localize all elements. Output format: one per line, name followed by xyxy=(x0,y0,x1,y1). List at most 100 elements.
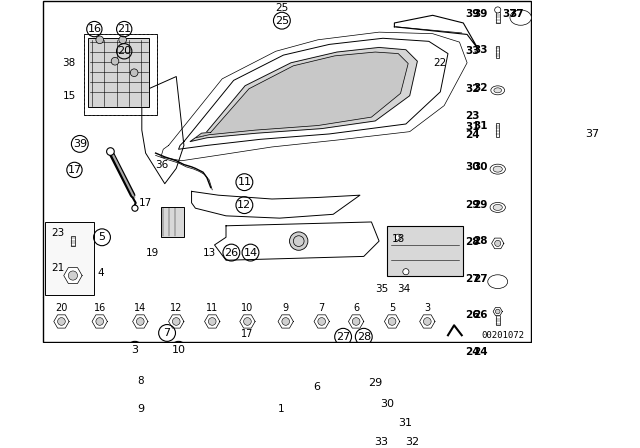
Text: 13: 13 xyxy=(202,248,216,258)
Text: 00201072: 00201072 xyxy=(481,331,525,340)
Bar xyxy=(71,236,75,246)
Text: 14: 14 xyxy=(243,248,257,258)
Polygon shape xyxy=(278,315,293,328)
Polygon shape xyxy=(348,315,364,328)
Text: 7: 7 xyxy=(319,303,325,314)
Ellipse shape xyxy=(488,348,507,361)
Ellipse shape xyxy=(493,204,502,211)
Circle shape xyxy=(388,318,396,325)
Text: 29: 29 xyxy=(473,200,487,210)
Circle shape xyxy=(495,309,500,314)
Bar xyxy=(161,207,184,237)
Text: 37: 37 xyxy=(509,9,524,19)
Text: 17: 17 xyxy=(139,198,152,208)
Text: 12: 12 xyxy=(170,303,182,314)
Text: 22: 22 xyxy=(434,58,447,68)
Circle shape xyxy=(96,318,104,325)
Polygon shape xyxy=(493,307,502,315)
Text: 37: 37 xyxy=(502,9,516,19)
Text: 33: 33 xyxy=(465,46,480,56)
Text: 16: 16 xyxy=(87,24,101,34)
Circle shape xyxy=(107,148,115,155)
Polygon shape xyxy=(142,77,184,184)
Bar xyxy=(84,34,157,115)
Ellipse shape xyxy=(488,275,508,289)
Polygon shape xyxy=(191,191,360,218)
Bar xyxy=(496,123,499,137)
Polygon shape xyxy=(420,315,435,328)
Circle shape xyxy=(136,318,144,325)
Text: 29: 29 xyxy=(465,200,479,210)
Bar xyxy=(496,314,500,324)
Text: 18: 18 xyxy=(392,234,405,244)
Text: 9: 9 xyxy=(138,405,145,414)
Text: 32: 32 xyxy=(473,83,488,93)
Ellipse shape xyxy=(490,202,506,212)
Circle shape xyxy=(395,234,401,240)
Text: 39: 39 xyxy=(465,9,479,19)
Bar xyxy=(45,222,94,295)
Text: 27: 27 xyxy=(336,332,350,342)
Circle shape xyxy=(282,318,289,325)
Text: 38: 38 xyxy=(63,58,76,68)
Text: 21: 21 xyxy=(51,263,64,273)
Polygon shape xyxy=(154,27,479,164)
Text: 27: 27 xyxy=(473,274,488,284)
Text: 14: 14 xyxy=(134,303,147,314)
Circle shape xyxy=(111,57,119,65)
Circle shape xyxy=(96,36,104,43)
Polygon shape xyxy=(168,315,184,328)
Circle shape xyxy=(58,318,65,325)
Text: 24: 24 xyxy=(465,347,480,357)
Text: 3: 3 xyxy=(424,303,430,314)
Text: 30: 30 xyxy=(380,399,394,409)
Text: 26: 26 xyxy=(465,310,480,320)
Text: 21: 21 xyxy=(117,24,131,34)
Bar xyxy=(88,38,150,107)
Text: 6: 6 xyxy=(353,303,359,314)
Text: 39: 39 xyxy=(473,9,487,19)
Polygon shape xyxy=(394,15,479,50)
Bar xyxy=(496,46,499,58)
Text: 10: 10 xyxy=(241,303,253,314)
Text: 1: 1 xyxy=(278,405,284,414)
Text: 39: 39 xyxy=(73,139,87,149)
Circle shape xyxy=(424,318,431,325)
Text: 12: 12 xyxy=(237,200,252,210)
Circle shape xyxy=(209,318,216,325)
Text: 7: 7 xyxy=(163,328,171,338)
Text: 33: 33 xyxy=(473,45,488,55)
Polygon shape xyxy=(190,47,417,142)
Text: 34: 34 xyxy=(397,284,410,294)
Circle shape xyxy=(68,271,77,280)
Text: 23: 23 xyxy=(465,112,480,121)
Circle shape xyxy=(403,269,409,275)
Polygon shape xyxy=(64,267,82,284)
Text: 26: 26 xyxy=(224,248,239,258)
Polygon shape xyxy=(195,52,408,138)
Text: 28: 28 xyxy=(473,236,488,246)
Text: 19: 19 xyxy=(146,248,159,258)
Polygon shape xyxy=(385,315,400,328)
Circle shape xyxy=(132,205,138,211)
Text: 36: 36 xyxy=(155,159,168,169)
Text: 30: 30 xyxy=(473,162,488,172)
Text: 9: 9 xyxy=(283,303,289,314)
Polygon shape xyxy=(92,315,108,328)
Text: 20: 20 xyxy=(55,303,68,314)
Circle shape xyxy=(495,7,500,13)
Text: 24: 24 xyxy=(465,130,480,141)
Ellipse shape xyxy=(493,166,502,172)
Text: 23: 23 xyxy=(51,228,64,238)
Text: 20: 20 xyxy=(117,46,131,56)
Text: 29: 29 xyxy=(368,378,382,388)
Circle shape xyxy=(244,318,252,325)
Text: 35: 35 xyxy=(375,284,388,294)
Bar xyxy=(496,12,500,23)
Ellipse shape xyxy=(490,164,506,174)
Text: 25: 25 xyxy=(275,3,289,13)
Text: 15: 15 xyxy=(63,90,76,101)
Polygon shape xyxy=(314,315,330,328)
Text: 27: 27 xyxy=(465,274,480,284)
Circle shape xyxy=(495,240,500,246)
